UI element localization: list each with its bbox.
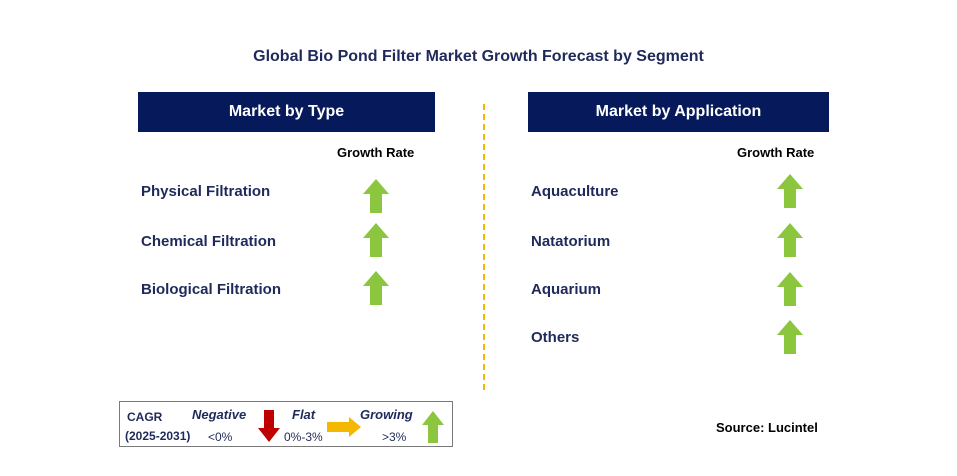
market-by-type-header: Market by Type <box>138 92 435 132</box>
source-note: Source: Lucintel <box>716 420 818 435</box>
right-arrow-icon <box>327 417 361 437</box>
panel-divider <box>483 104 485 390</box>
legend-flat-label: Flat <box>292 407 316 422</box>
application-item-others: Others <box>531 329 580 346</box>
legend-flat-value: 0%-3% <box>284 430 323 444</box>
cagr-legend: CAGR (2025-2031) Negative <0% Flat 0%-3%… <box>119 401 453 447</box>
application-item-natatorium: Natatorium <box>531 233 611 250</box>
up-arrow-icon <box>777 174 803 208</box>
down-arrow-icon <box>258 410 280 442</box>
application-item-aquaculture: Aquaculture <box>531 183 619 200</box>
application-item-aquarium: Aquarium <box>531 281 602 298</box>
chart-title: Global Bio Pond Filter Market Growth For… <box>253 48 704 65</box>
application-growth-rate-label: Growth Rate <box>737 145 815 160</box>
up-arrow-icon <box>363 223 389 257</box>
up-arrow-icon <box>363 179 389 213</box>
up-arrow-icon <box>777 320 803 354</box>
up-arrow-icon <box>777 223 803 257</box>
type-item-biological-filtration: Biological Filtration <box>141 281 282 298</box>
legend-negative-value: <0% <box>208 430 233 444</box>
up-arrow-icon <box>363 271 389 305</box>
up-arrow-icon <box>777 272 803 306</box>
up-arrow-icon <box>422 411 444 443</box>
type-item-chemical-filtration: Chemical Filtration <box>141 233 277 250</box>
legend-negative-label: Negative <box>192 407 247 422</box>
legend-growing-label: Growing <box>360 407 413 422</box>
legend-growing-value: >3% <box>382 430 407 444</box>
legend-period: (2025-2031) <box>125 429 191 443</box>
type-growth-rate-label: Growth Rate <box>337 145 415 160</box>
type-item-physical-filtration: Physical Filtration <box>141 183 271 200</box>
legend-cagr-label: CAGR <box>127 410 163 424</box>
market-by-application-header: Market by Application <box>528 92 829 132</box>
